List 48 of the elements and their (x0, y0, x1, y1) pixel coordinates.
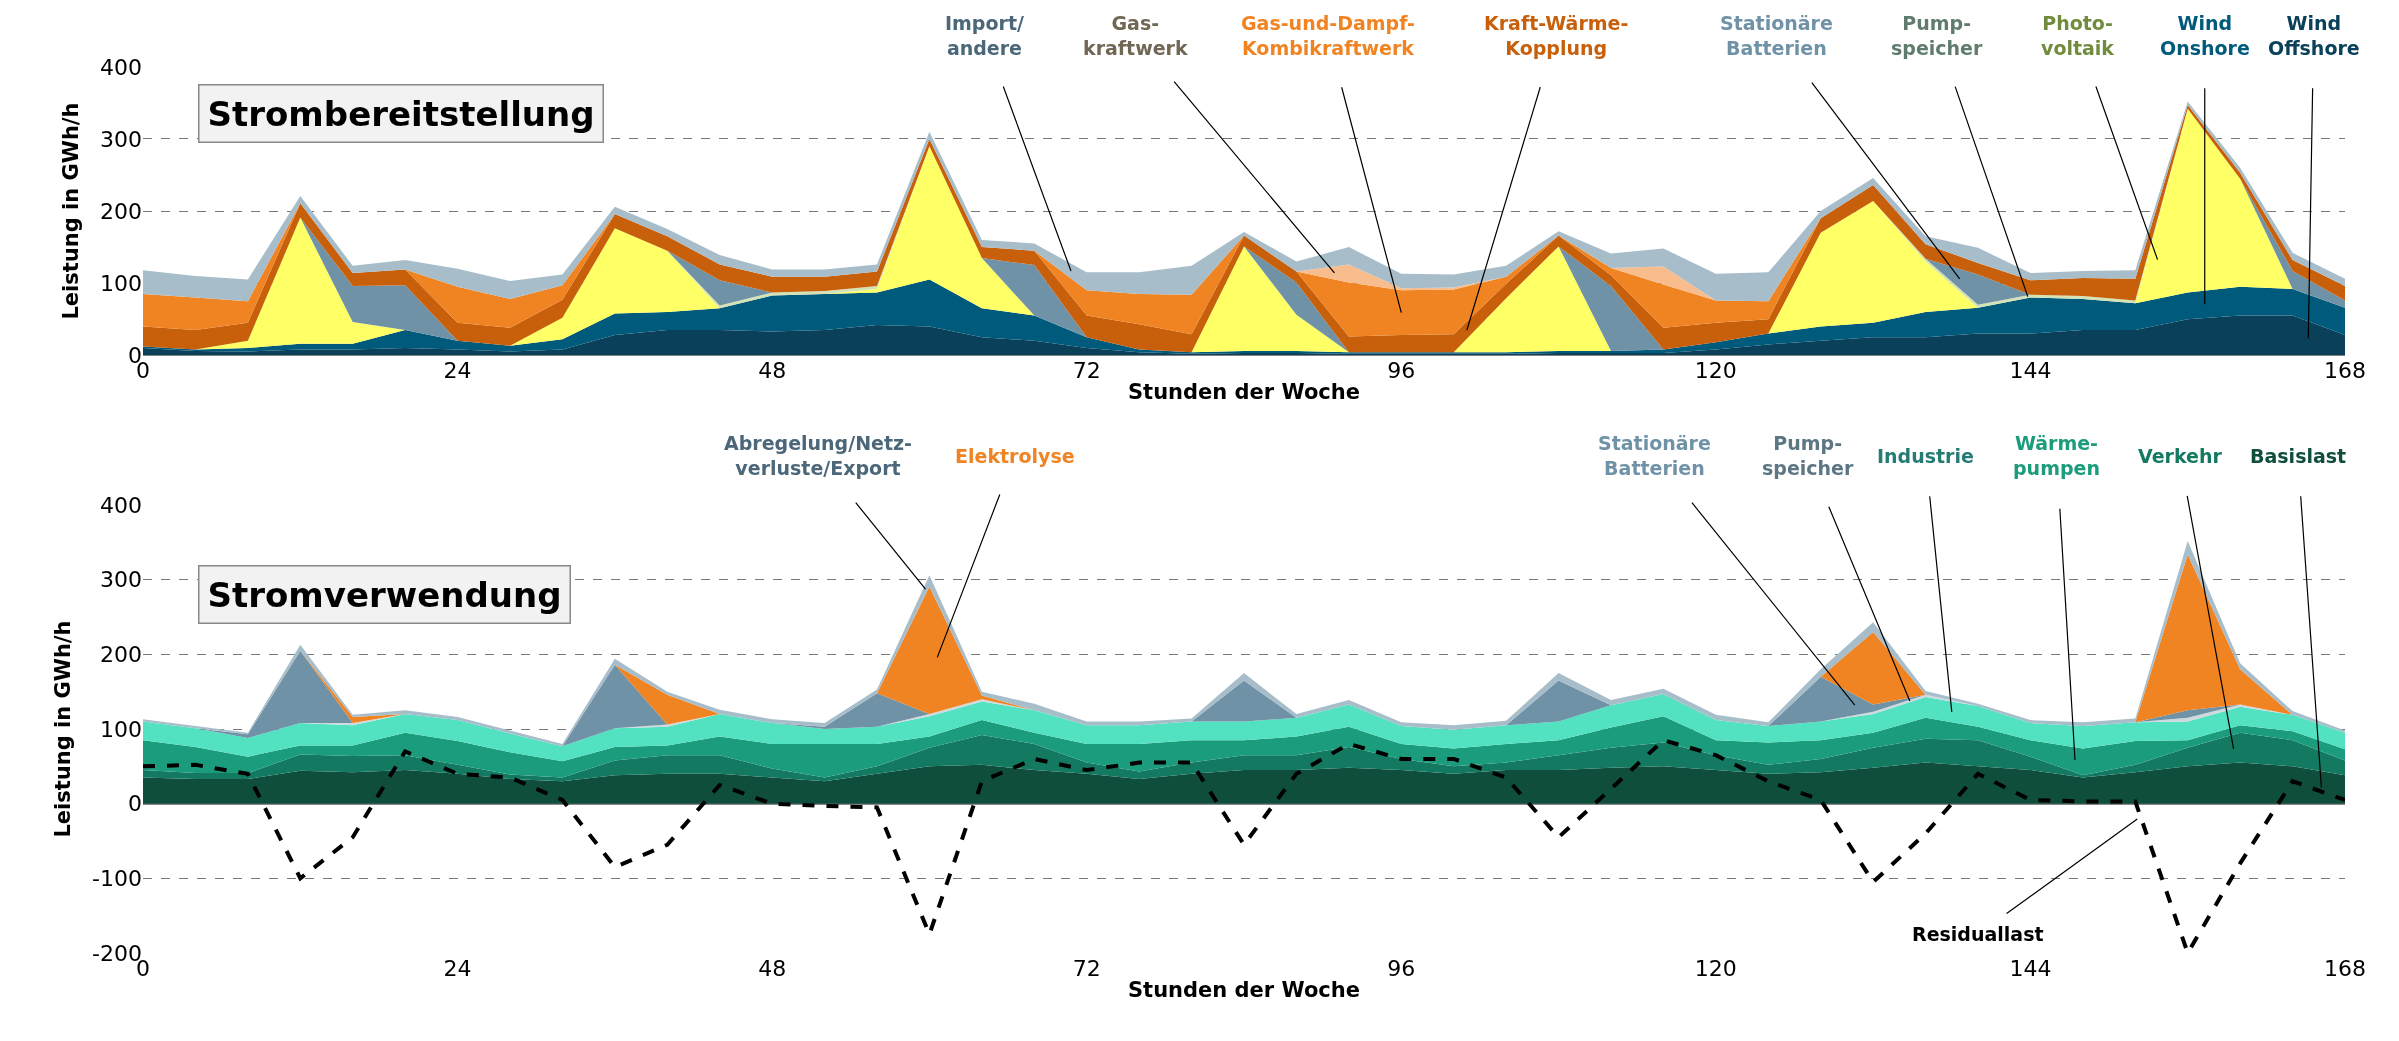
y-tick-label: 200 (100, 642, 142, 668)
text: Industrie (1877, 445, 1974, 467)
y-tick-label: -100 (92, 866, 142, 892)
text: Photo- voltaik (2041, 12, 2115, 59)
y-tick-label: 100 (100, 716, 142, 742)
y-tick-label: 300 (100, 567, 142, 593)
y-tick-label: 0 (128, 791, 142, 817)
text: Gas-und-Dampf- Kombikraftwerk (1241, 12, 1415, 59)
y-tick-label: 200 (100, 198, 142, 224)
text: Gas- kraftwerk (1083, 12, 1188, 59)
text: Residuallast (1912, 923, 2044, 945)
x-tick-label: 120 (1694, 358, 1737, 384)
x-tick-label: 96 (1387, 358, 1416, 384)
text: Abregelung/Netz- verluste/Export (724, 432, 912, 479)
x-tick-label: 144 (2009, 955, 2052, 981)
x-tick-label: 120 (1694, 955, 1737, 981)
x-tick-label: 168 (2324, 358, 2366, 384)
text: Stationäre Batterien (1720, 12, 1833, 59)
y-tick-label: 100 (100, 270, 142, 296)
x-axis-title: Stunden der Woche (1127, 380, 1361, 405)
text: Pump- speicher (1762, 432, 1854, 479)
text: Import/ andere (945, 12, 1024, 59)
text: Stromverwendung (207, 574, 562, 615)
x-tick-label: 168 (2324, 955, 2366, 981)
y-tick-label: 300 (100, 126, 142, 152)
y-tick-label: 400 (100, 54, 142, 80)
x-tick-label: 24 (443, 358, 472, 384)
text: Wind Onshore (2160, 12, 2250, 59)
text: Wind Offshore (2268, 12, 2360, 59)
y-axis-title: Leistung in GWh/h (59, 102, 84, 320)
x-tick-label: 72 (1072, 358, 1101, 384)
y-axis-title: Leistung in GWh/h (51, 620, 76, 838)
text: Strombereitstellung (207, 93, 595, 134)
text: Verkehr (2138, 445, 2223, 467)
x-tick-label: 144 (2009, 358, 2052, 384)
x-tick-label: 96 (1387, 955, 1416, 981)
text: Pump- speicher (1891, 12, 1983, 59)
text: Stationäre Batterien (1598, 432, 1711, 479)
x-tick-label: 48 (758, 955, 787, 981)
text: Kraft-Wärme- Kopplung (1484, 12, 1629, 59)
x-tick-label: 24 (443, 955, 472, 981)
x-axis-title: Stunden der Woche (1127, 978, 1361, 1003)
x-tick-label: 72 (1072, 955, 1101, 981)
x-tick-label: 48 (758, 358, 787, 384)
text: Basislast (2250, 445, 2347, 467)
text: Elektrolyse (955, 445, 1075, 467)
y-tick-label: 400 (100, 492, 142, 518)
text: Wärme- pumpen (2013, 432, 2100, 479)
